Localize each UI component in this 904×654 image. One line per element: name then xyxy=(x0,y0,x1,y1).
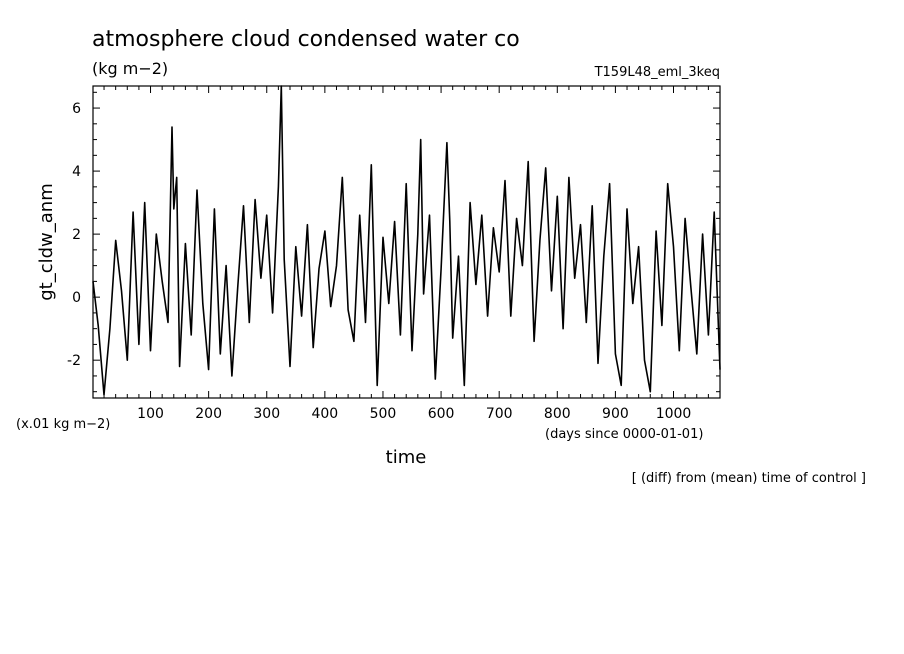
y-scale-note: (x.01 kg m−2) xyxy=(16,417,110,432)
x-tick-label: 400 xyxy=(311,406,338,422)
footnote: [ (diff) from (mean) time of control ] xyxy=(632,471,866,486)
series-line xyxy=(92,85,721,396)
axis-ticks xyxy=(93,86,720,398)
y-tick-label: 2 xyxy=(72,227,81,243)
x-tick-label: 700 xyxy=(486,406,513,422)
x-tick-label: 1000 xyxy=(656,406,692,422)
axis-tick-labels: 100 200 300 400 500 600 700 800 900 1000 -2 0 2 4 6 xyxy=(67,101,691,422)
chart-units: (kg m−2) xyxy=(92,59,168,78)
x-units-label: (days since 0000-01-01) xyxy=(545,427,703,442)
x-tick-label: 600 xyxy=(428,406,455,422)
y-tick-label: 4 xyxy=(72,164,81,180)
chart-title: atmosphere cloud condensed water co xyxy=(92,27,520,52)
x-tick-label: 300 xyxy=(253,406,280,422)
y-tick-label: 0 xyxy=(72,290,81,306)
y-axis-label: gt_cldw_anm xyxy=(36,183,57,301)
y-tick-label: 6 xyxy=(72,101,81,117)
x-tick-label: 100 xyxy=(137,406,164,422)
y-tick-label: -2 xyxy=(67,353,81,369)
x-tick-label: 800 xyxy=(544,406,571,422)
x-axis-label: time xyxy=(386,447,427,468)
x-tick-label: 200 xyxy=(195,406,222,422)
x-tick-label: 900 xyxy=(602,406,629,422)
x-tick-label: 500 xyxy=(370,406,397,422)
experiment-label: T159L48_eml_3keq xyxy=(594,65,720,80)
